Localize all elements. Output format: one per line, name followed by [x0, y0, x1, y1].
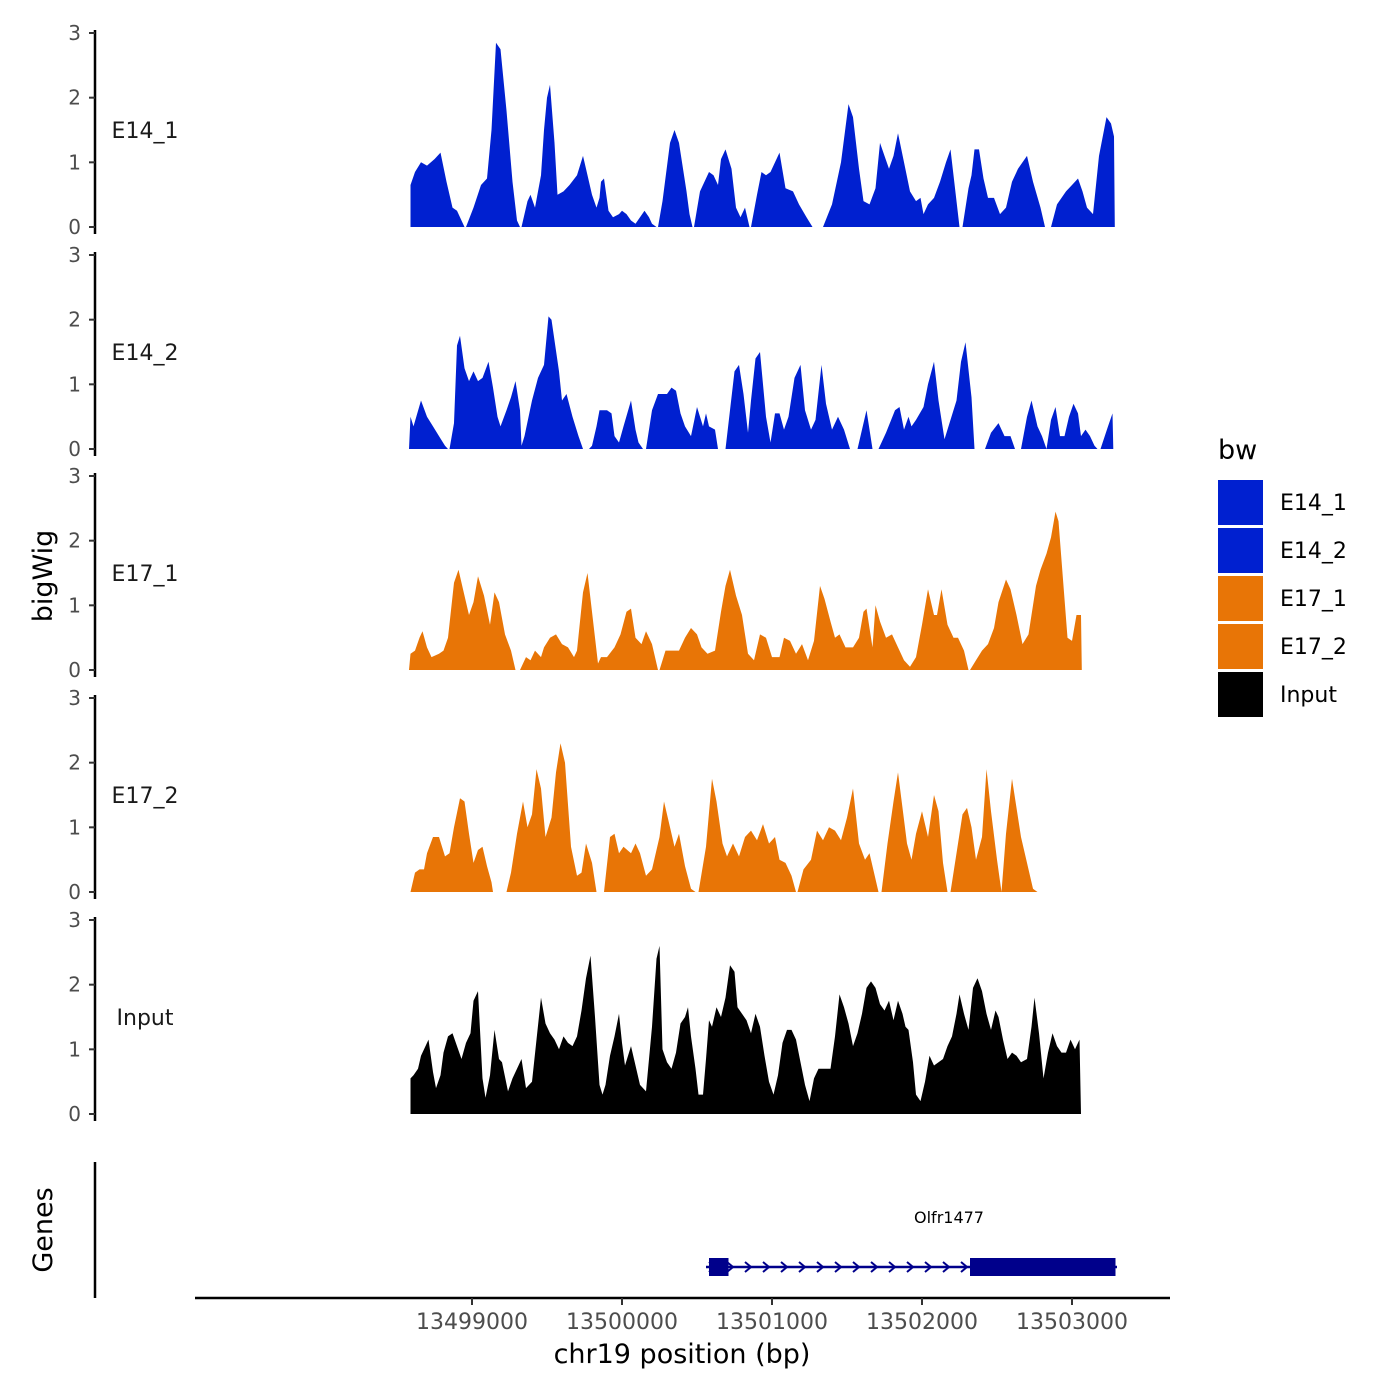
- y-tick-label: 0: [68, 1102, 81, 1126]
- legend-swatch: [1218, 672, 1263, 717]
- legend-item-input: Input: [1218, 672, 1337, 717]
- y-axis-title: bigWig: [28, 530, 59, 623]
- legend-label: E14_1: [1280, 491, 1347, 516]
- legend-label: E17_1: [1280, 587, 1347, 612]
- track-label-e17-2: E17_2: [112, 784, 179, 809]
- signal-area-e17-1: [409, 511, 1082, 670]
- y-tick-label: 3: [68, 21, 81, 45]
- y-tick-label: 2: [68, 86, 81, 110]
- legend-swatch: [1218, 480, 1263, 525]
- x-tick-label: 13501000: [716, 1310, 828, 1335]
- strand-arrow: [960, 1261, 969, 1273]
- legend-items: E14_1 E14_2 E17_1 E17_2 Input: [1218, 480, 1347, 717]
- y-tick-label: 2: [68, 751, 81, 775]
- legend-label: E17_2: [1280, 635, 1347, 660]
- strand-arrow: [744, 1261, 753, 1273]
- legend-swatch: [1218, 528, 1263, 573]
- y-tick-label: 2: [68, 529, 81, 553]
- gene-exon: [709, 1258, 729, 1276]
- strand-arrow: [816, 1261, 825, 1273]
- y-tick-label: 0: [68, 215, 81, 239]
- legend-item-e17-2: E17_2: [1218, 624, 1347, 669]
- legend-label: Input: [1280, 683, 1337, 708]
- strand-arrow: [834, 1261, 843, 1273]
- x-tick-label: 13500000: [566, 1310, 678, 1335]
- strand-arrow: [798, 1261, 807, 1273]
- strand-arrow: [780, 1261, 789, 1273]
- strand-arrow: [870, 1261, 879, 1273]
- legend-swatch: [1218, 576, 1263, 621]
- gene-model-olfr1477: [706, 1258, 1117, 1276]
- track-e17-2: 0 1 2 3 E17_2: [68, 686, 1038, 904]
- y-tick-label: 3: [68, 908, 81, 932]
- genes-panel: Genes Olfr1477: [28, 1162, 1117, 1298]
- legend-swatch: [1218, 624, 1263, 669]
- x-tick-label: 13499000: [416, 1310, 528, 1335]
- legend-item-e17-1: E17_1: [1218, 576, 1347, 621]
- signal-area-e14-2: [409, 316, 1114, 449]
- gene-exon: [970, 1258, 1116, 1276]
- y-tick-label: 1: [68, 150, 81, 174]
- strand-arrow: [888, 1261, 897, 1273]
- y-tick-label: 0: [68, 880, 81, 904]
- track-e14-2: 0 1 2 3 E14_2: [68, 243, 1114, 461]
- strand-arrow: [852, 1261, 861, 1273]
- x-axis-ticks: 13499000 13500000 13501000 13502000 13503000: [416, 1298, 1128, 1335]
- legend-item-e14-1: E14_1: [1218, 480, 1347, 525]
- legend: bw E14_1 E14_2 E17_1 E17_2 Input: [1218, 435, 1347, 717]
- track-e14-1: 0 1 2 3 E14_1: [68, 21, 1115, 239]
- genes-panel-title: Genes: [28, 1187, 59, 1272]
- signal-area-e14-1: [410, 42, 1115, 228]
- legend-title: bw: [1218, 435, 1257, 466]
- y-tick-label: 1: [68, 815, 81, 839]
- track-label-e14-2: E14_2: [112, 341, 179, 366]
- gene-label: Olfr1477: [914, 1208, 984, 1227]
- signal-area-e17-2: [410, 743, 1038, 892]
- strand-arrow: [924, 1261, 933, 1273]
- y-tick-label: 1: [68, 372, 81, 396]
- x-axis: 13499000 13500000 13501000 13502000 13503000: [195, 1296, 1170, 1335]
- strand-arrow: [726, 1261, 735, 1273]
- strand-arrow: [942, 1261, 951, 1273]
- x-axis-title: chr19 position (bp): [554, 1339, 811, 1370]
- y-tick-label: 3: [68, 243, 81, 267]
- x-tick-label: 13503000: [1016, 1310, 1128, 1335]
- track-label-e17-1: E17_1: [112, 562, 179, 587]
- strand-arrow: [762, 1261, 771, 1273]
- signal-tracks: 0 1 2 3 E14_1 0 1 2 3 E14_2 0 1 2 3 E17_1 0 1 2 3 E17_2 0 1 2 3…: [68, 21, 1115, 1126]
- y-tick-label: 3: [68, 464, 81, 488]
- strand-arrow: [906, 1261, 915, 1273]
- y-tick-label: 0: [68, 437, 81, 461]
- track-e17-1: 0 1 2 3 E17_1: [68, 464, 1082, 682]
- legend-item-e14-2: E14_2: [1218, 528, 1347, 573]
- track-input: 0 1 2 3 Input: [68, 908, 1081, 1126]
- track-label-e14-1: E14_1: [112, 119, 179, 144]
- track-label-input: Input: [117, 1006, 174, 1031]
- y-tick-label: 2: [68, 308, 81, 332]
- y-tick-label: 1: [68, 593, 81, 617]
- y-tick-label: 3: [68, 686, 81, 710]
- y-tick-label: 2: [68, 973, 81, 997]
- legend-label: E14_2: [1280, 539, 1347, 564]
- y-tick-label: 0: [68, 658, 81, 682]
- y-tick-label: 1: [68, 1037, 81, 1061]
- signal-area-input: [410, 945, 1081, 1114]
- x-tick-label: 13502000: [866, 1310, 978, 1335]
